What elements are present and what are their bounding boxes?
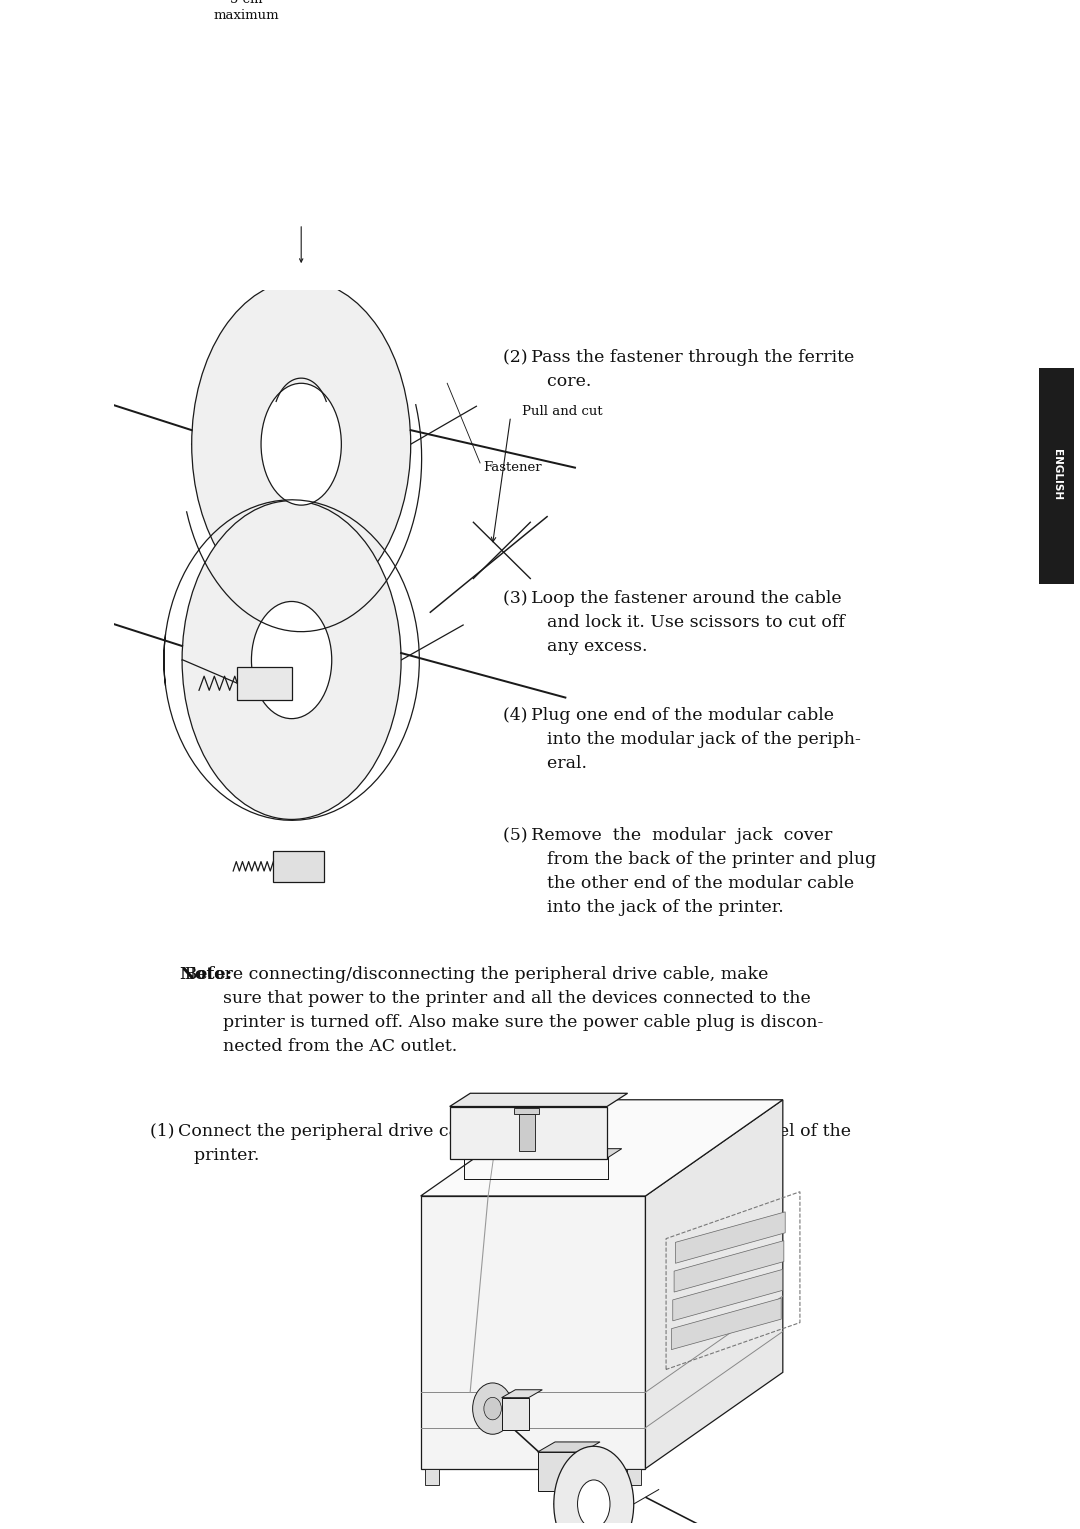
Text: (1) Connect the peripheral drive cable to the connector on the rear panel of the: (1) Connect the peripheral drive cable t… [150,1122,851,1164]
Polygon shape [0,489,69,511]
Polygon shape [464,1148,622,1157]
Ellipse shape [183,500,401,820]
Ellipse shape [191,280,410,609]
Circle shape [484,1398,501,1420]
Text: ENGLISH: ENGLISH [1052,450,1062,500]
Polygon shape [501,1398,528,1431]
Polygon shape [538,1442,600,1453]
Text: Pull and cut: Pull and cut [522,405,603,417]
Text: Before connecting/disconnecting the peripheral drive cable, make
        sure th: Before connecting/disconnecting the peri… [179,966,824,1055]
Polygon shape [45,274,79,398]
Bar [238,667,292,700]
Bar [1039,368,1075,584]
Text: (5) Remove  the  modular  jack  cover
        from the back of the printer and p: (5) Remove the modular jack cover from t… [503,827,876,916]
Text: Note:: Note: [179,966,232,983]
Polygon shape [501,1390,542,1398]
Text: (3) Loop the fastener around the cable
        and lock it. Use scissors to cut : (3) Loop the fastener around the cable a… [503,590,845,654]
Text: – 7 –: – 7 – [575,1482,613,1498]
Polygon shape [449,1107,607,1159]
Text: Fastener: Fastener [484,462,542,474]
Polygon shape [0,511,36,613]
Polygon shape [672,1298,781,1350]
Text: 5 cm
maximum: 5 cm maximum [214,0,280,23]
Polygon shape [673,1269,783,1321]
Polygon shape [646,1099,783,1468]
Ellipse shape [578,1480,610,1527]
Polygon shape [421,1196,646,1468]
Polygon shape [421,1099,783,1196]
Ellipse shape [554,1446,634,1529]
Bar [273,852,324,882]
Polygon shape [0,294,45,398]
Bar [627,1468,640,1485]
Bar [426,1468,438,1485]
Polygon shape [449,1093,627,1107]
Ellipse shape [252,601,332,719]
Polygon shape [0,274,79,294]
Polygon shape [514,1109,539,1115]
Polygon shape [674,1240,784,1292]
Text: (2) Pass the fastener through the ferrite
        core.: (2) Pass the fastener through the ferrit… [503,349,854,390]
Circle shape [473,1382,513,1434]
Bar [538,1453,582,1491]
Bar [518,1115,535,1151]
Ellipse shape [261,384,341,505]
Text: (4) Plug one end of the modular cable
        into the modular jack of the perip: (4) Plug one end of the modular cable in… [503,706,861,772]
Polygon shape [675,1212,785,1263]
Polygon shape [36,489,69,613]
